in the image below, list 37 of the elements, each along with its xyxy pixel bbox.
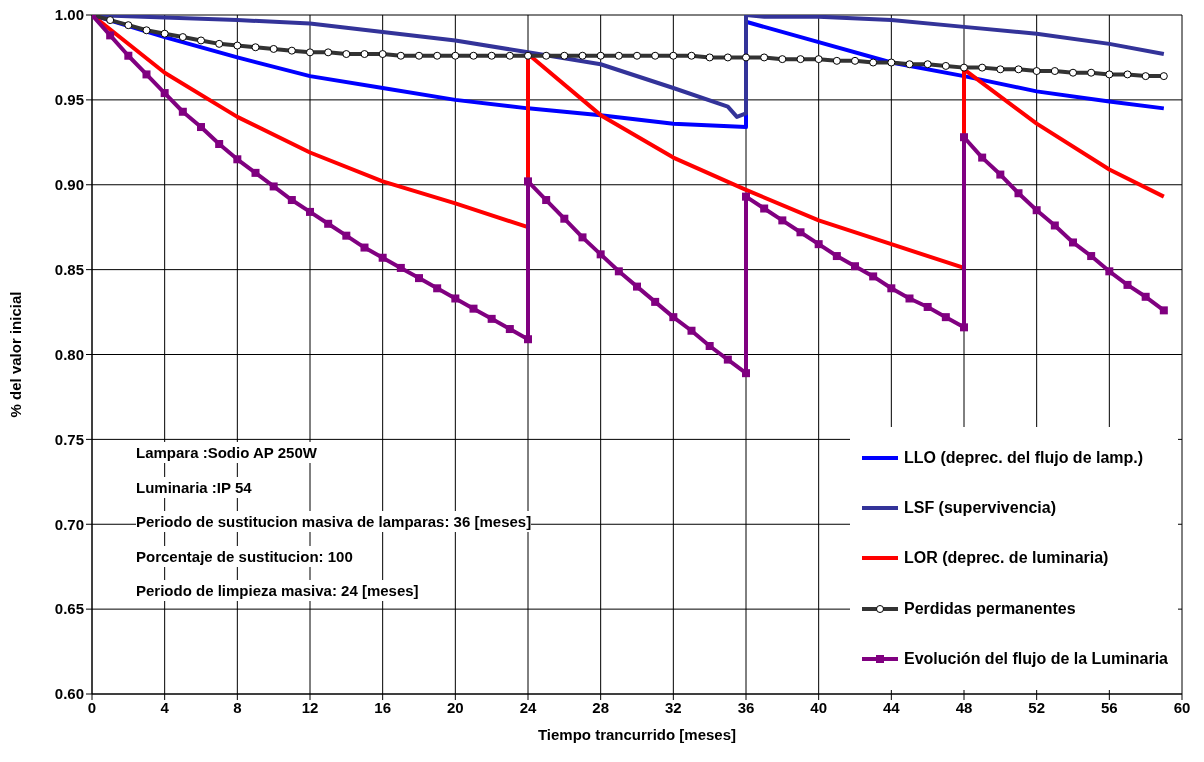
x-tick-label: 32 <box>664 698 682 716</box>
y-tick-label: 0.70 <box>54 515 84 533</box>
y-axis-title: % del valor inicial <box>7 291 25 418</box>
legend-label: LLO (deprec. del flujo de lamp.) <box>903 448 1144 467</box>
x-tick-label: 0 <box>87 698 97 716</box>
x-tick-label: 8 <box>233 698 242 716</box>
y-tick-label: 0.75 <box>54 430 84 448</box>
y-tick-label: 1.00 <box>54 6 84 24</box>
y-tick-label: 0.95 <box>54 91 84 109</box>
annotation: Lampara :Sodio AP 250W <box>136 442 317 463</box>
x-axis-title: Tiempo trancurrido [meses] <box>537 726 737 743</box>
legend-label: LSF (supervivencia) <box>903 498 1056 517</box>
y-tick-label: 0.80 <box>54 345 84 363</box>
x-tick-label: 20 <box>446 698 464 716</box>
x-tick-label: 44 <box>882 698 901 716</box>
legend-label: LOR (deprec. de luminaria) <box>903 549 1109 568</box>
x-tick-label: 48 <box>955 698 973 716</box>
y-tick-label: 0.90 <box>54 176 84 194</box>
legend-label: Evolución del flujo de la Luminaria <box>903 649 1168 668</box>
x-tick-label: 24 <box>519 698 537 716</box>
x-tick-label: 56 <box>1100 698 1118 716</box>
x-tick-label: 28 <box>592 698 610 716</box>
x-tick-label: 36 <box>737 698 755 716</box>
legend-label: Perdidas permanentes <box>903 599 1076 618</box>
y-tick-label: 0.65 <box>54 600 84 618</box>
x-tick-label: 60 <box>1173 698 1191 716</box>
annotation: Luminaria :IP 54 <box>136 476 252 498</box>
x-tick-label: 4 <box>160 698 170 716</box>
annotation: Porcentaje de sustitucion: 100 <box>136 545 353 567</box>
x-tick-label: 12 <box>301 698 319 716</box>
y-tick-label: 0.85 <box>54 260 84 278</box>
x-tick-label: 16 <box>374 698 392 716</box>
y-tick-label: 0.60 <box>54 685 84 703</box>
x-tick-label: 52 <box>1028 698 1046 716</box>
annotation: Periodo de limpieza masiva: 24 [meses] <box>136 580 419 601</box>
x-tick-label: 40 <box>810 698 828 716</box>
annotation: Periodo de sustitucion masiva de lamparas: 36 [meses] <box>136 511 532 532</box>
